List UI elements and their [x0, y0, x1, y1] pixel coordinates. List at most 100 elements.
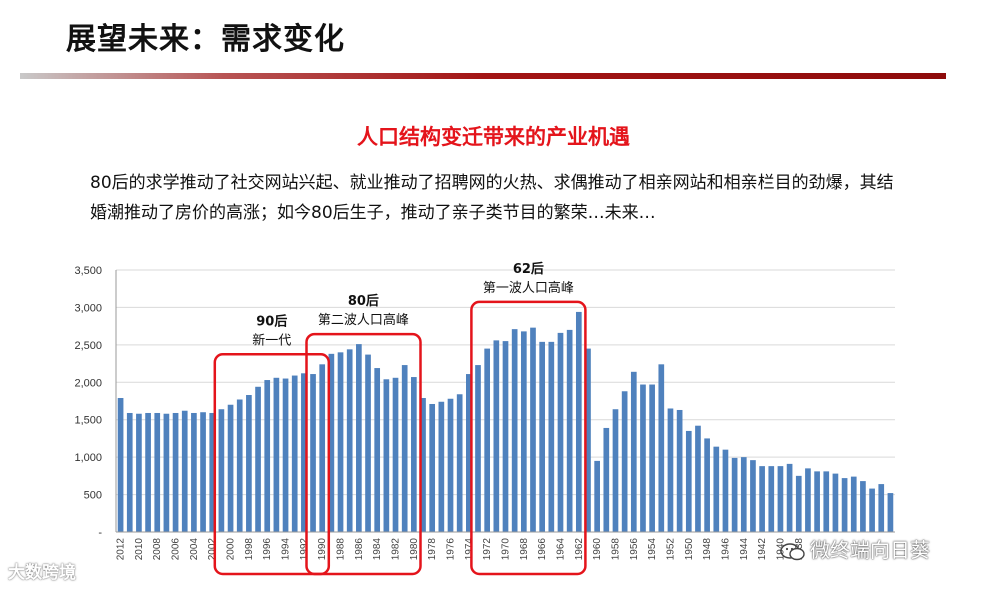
annotation-label: 62后: [513, 261, 544, 277]
annotation-label: 80后: [348, 293, 379, 309]
x-tick-label: 1964: [556, 538, 567, 561]
x-tick-label: 1978: [427, 538, 438, 561]
x-tick-label: 1956: [629, 538, 640, 561]
bar: [420, 398, 426, 532]
bar: [200, 412, 206, 532]
bar: [337, 352, 344, 532]
bar: [136, 413, 142, 532]
bar: [493, 340, 500, 532]
bar: [392, 377, 399, 532]
y-tick-label: 1,000: [74, 452, 102, 464]
x-tick-label: 2002: [207, 538, 218, 561]
bar: [557, 332, 564, 532]
bar: [566, 329, 573, 532]
annotation-label: 新一代: [252, 332, 291, 348]
bar: [695, 425, 701, 532]
x-tick-label: 1950: [684, 538, 695, 561]
bar: [502, 341, 509, 532]
x-tick-label: 2000: [226, 538, 237, 561]
bar: [227, 404, 234, 532]
x-tick-label: 1990: [317, 538, 328, 561]
bar: [658, 364, 665, 532]
bar: [484, 348, 491, 532]
x-tick-label: 1988: [336, 538, 347, 561]
y-tick-label: -: [98, 527, 102, 539]
bar: [163, 413, 170, 532]
bar: [411, 377, 417, 532]
x-tick-label: 1994: [281, 538, 292, 561]
x-tick-label: 1982: [391, 538, 402, 561]
highlight-box: [213, 353, 331, 576]
bar: [685, 430, 692, 532]
bar: [191, 412, 197, 532]
bar: [768, 466, 775, 532]
x-tick-label: 1986: [354, 538, 365, 561]
watermark-right: 微终端向日葵: [780, 534, 930, 563]
bar: [603, 427, 610, 532]
bar: [805, 468, 811, 532]
x-tick-label: 1984: [372, 538, 383, 561]
bar: [640, 384, 646, 532]
x-tick-label: 1952: [666, 538, 677, 561]
bar: [548, 341, 555, 532]
bar: [621, 391, 628, 532]
bar: [456, 394, 463, 532]
x-tick-label: 1970: [501, 538, 512, 561]
bar: [282, 378, 289, 532]
bar: [612, 409, 619, 532]
x-tick-label: 1974: [464, 538, 475, 561]
bar: [181, 410, 188, 532]
x-tick-label: 2012: [116, 538, 127, 561]
bar: [447, 398, 454, 532]
bar: [246, 395, 252, 532]
bar: [264, 380, 271, 532]
bar: [539, 341, 545, 532]
bar: [869, 488, 875, 532]
bar: [630, 371, 637, 532]
x-tick-label: 2006: [171, 538, 182, 561]
bar: [722, 449, 729, 532]
bar: [374, 368, 381, 532]
bar: [328, 353, 335, 532]
watermark-left: 大数跨境: [8, 563, 76, 583]
bar: [841, 478, 848, 532]
bar: [365, 354, 371, 532]
bar: [383, 379, 390, 532]
bar: [255, 386, 261, 532]
x-tick-label: 1998: [244, 538, 255, 561]
bar: [850, 476, 857, 532]
y-tick-label: 1,500: [74, 415, 102, 427]
watermark-right-text: 微终端向日葵: [810, 538, 930, 562]
y-tick-label: 3,500: [74, 265, 102, 277]
wechat-icon: [780, 542, 805, 560]
y-axis: - 500 1,000 1,500 2,000 2,500 3,000 3,500: [74, 265, 117, 539]
x-tick-label: 1976: [446, 538, 457, 561]
bar: [860, 481, 866, 532]
x-tick-label: 1942: [757, 538, 768, 561]
x-tick-label: 2010: [134, 538, 145, 561]
bar: [154, 412, 161, 532]
annotation-label: 第一波人口高峰: [483, 280, 574, 296]
highlight-box: [305, 332, 422, 576]
x-tick-label: 1980: [409, 538, 420, 561]
bar: [731, 457, 738, 532]
y-tick-label: 2,000: [74, 377, 102, 389]
x-tick-label: 1946: [721, 538, 732, 561]
y-tick-label: 500: [84, 490, 102, 502]
bar: [777, 466, 784, 532]
x-tick-label: 1960: [592, 538, 603, 561]
bar: [823, 471, 830, 532]
bar: [273, 377, 280, 532]
x-tick-label: 1954: [647, 538, 658, 561]
bar: [667, 408, 674, 532]
bar: [814, 471, 820, 532]
x-tick-label: 1968: [519, 538, 530, 561]
annotation-label: 90后: [256, 313, 287, 329]
bar: [356, 344, 362, 532]
bar: [575, 311, 582, 532]
bar: [475, 365, 481, 532]
title-divider: [20, 73, 946, 79]
bar: [713, 446, 720, 532]
